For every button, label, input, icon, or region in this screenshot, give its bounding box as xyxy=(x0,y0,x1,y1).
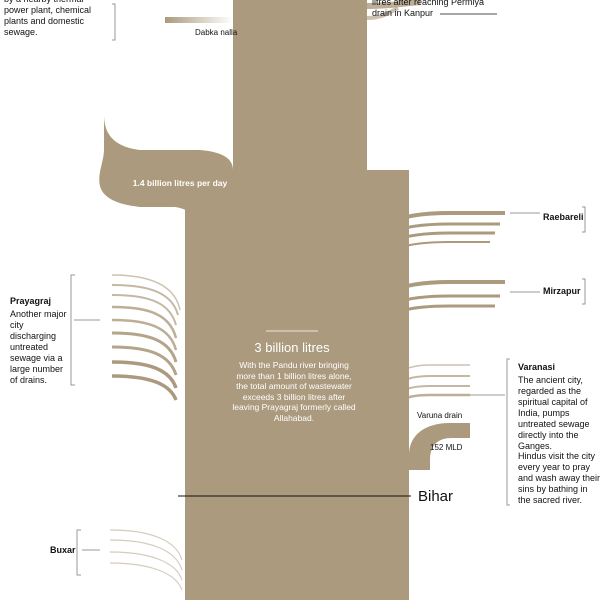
top-left-note: by a nearby thermal power plant, chemica… xyxy=(4,0,92,37)
buxar-drains xyxy=(109,529,183,591)
mirzapur-drain-1 xyxy=(372,280,505,321)
prayagraj-title: Prayagraj xyxy=(10,296,52,306)
varanasi-text-1: The ancient city, regarded as the spirit… xyxy=(518,375,590,451)
varuna-label: Varuna drain xyxy=(417,411,463,420)
upper-river-trunk xyxy=(233,0,367,170)
dabka-drain-3 xyxy=(232,35,265,63)
buxar-bracket xyxy=(76,529,81,576)
varanasi-drains xyxy=(382,364,470,417)
varanasi-bracket xyxy=(506,358,510,506)
prayagraj-bracket xyxy=(70,274,75,386)
center-text: With the Pandu river bringing more than … xyxy=(232,360,356,423)
flow-label: 1.4 billion litres per day xyxy=(132,178,228,188)
mirzapur-label: Mirzapur xyxy=(543,286,581,296)
varanasi-text-2: Hindus visit the city every year to pray… xyxy=(518,451,600,505)
raebareli-drain-3 xyxy=(374,231,495,265)
top-right-drain xyxy=(366,0,421,9)
raebareli-label: Raebareli xyxy=(543,212,584,222)
left-tributary-band-main xyxy=(104,60,233,230)
raebareli-bracket xyxy=(582,206,586,233)
dabka-drain-1 xyxy=(165,17,233,23)
top-right-drain-2 xyxy=(366,6,399,20)
dabka-drain-2 xyxy=(232,27,291,83)
prayagraj-text: Another major city discharging untreated… xyxy=(10,309,67,385)
center-title: 3 billion litres xyxy=(254,340,330,355)
raebareli-drain-1 xyxy=(365,211,505,261)
mirzapur-bracket xyxy=(582,278,586,305)
top-left-bracket xyxy=(112,3,116,41)
mirzapur-drain-3 xyxy=(384,304,495,325)
varuna-drain-fade xyxy=(450,423,470,438)
varanasi-title: Varanasi xyxy=(518,362,556,372)
varuna-value: 152 MLD xyxy=(430,443,463,452)
prayagraj-drains xyxy=(111,274,181,401)
mirzapur-drain-2 xyxy=(378,294,500,323)
bihar-label: Bihar xyxy=(418,488,454,505)
raebareli-drain-2 xyxy=(368,222,500,263)
top-right-note: litres after reaching Permiya drain in K… xyxy=(372,0,485,18)
dabka-label: Dabka nalla xyxy=(195,28,238,37)
raebareli-drain-4 xyxy=(380,241,490,267)
buxar-label: Buxar xyxy=(50,545,76,555)
